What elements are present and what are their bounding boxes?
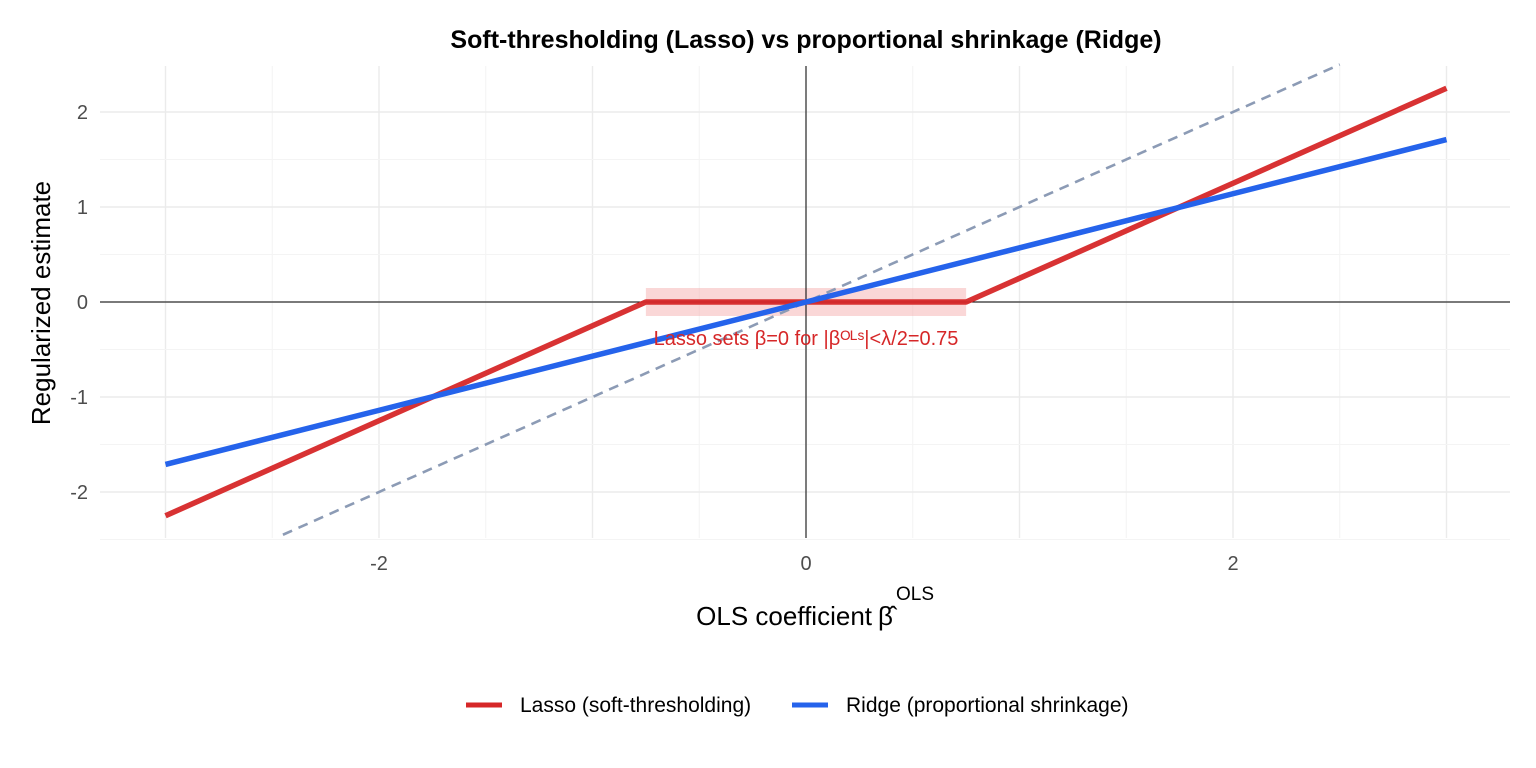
y-tick-label: 1 [77, 197, 88, 219]
y-tick-label: 0 [77, 292, 88, 314]
x-axis-label-symbol: β̂ [878, 601, 898, 631]
legend: Lasso (soft-thresholding) Ridge (proport… [466, 694, 1129, 717]
y-tick-label: -2 [70, 482, 88, 504]
x-tick-label: 2 [1227, 553, 1238, 575]
x-axis-label-superscript: OLS [896, 584, 934, 605]
legend-label-ridge: Ridge (proportional shrinkage) [846, 694, 1129, 717]
y-axis-label: Regularized estimate [26, 181, 56, 425]
x-tick-label: -2 [370, 553, 388, 575]
y-tick-label: -1 [70, 387, 88, 409]
x-axis-label: OLS coefficient β̂ OLS [696, 584, 934, 631]
series-layer [164, 63, 1448, 536]
legend-label-lasso: Lasso (soft-thresholding) [520, 694, 751, 717]
y-tick-label: 2 [77, 102, 88, 124]
annotation-text: Lasso sets β=0 for |βᴼᴸˢ|<λ/2=0.75 [654, 328, 959, 350]
x-axis-label-prefix: OLS coefficient [696, 601, 873, 631]
chart-title: Soft-thresholding (Lasso) vs proportiona… [450, 26, 1161, 54]
tick-labels: -2 0 2 -2 -1 0 1 2 [70, 102, 1238, 575]
x-tick-label: 0 [800, 553, 811, 575]
series-line-ridge [164, 136, 1448, 468]
